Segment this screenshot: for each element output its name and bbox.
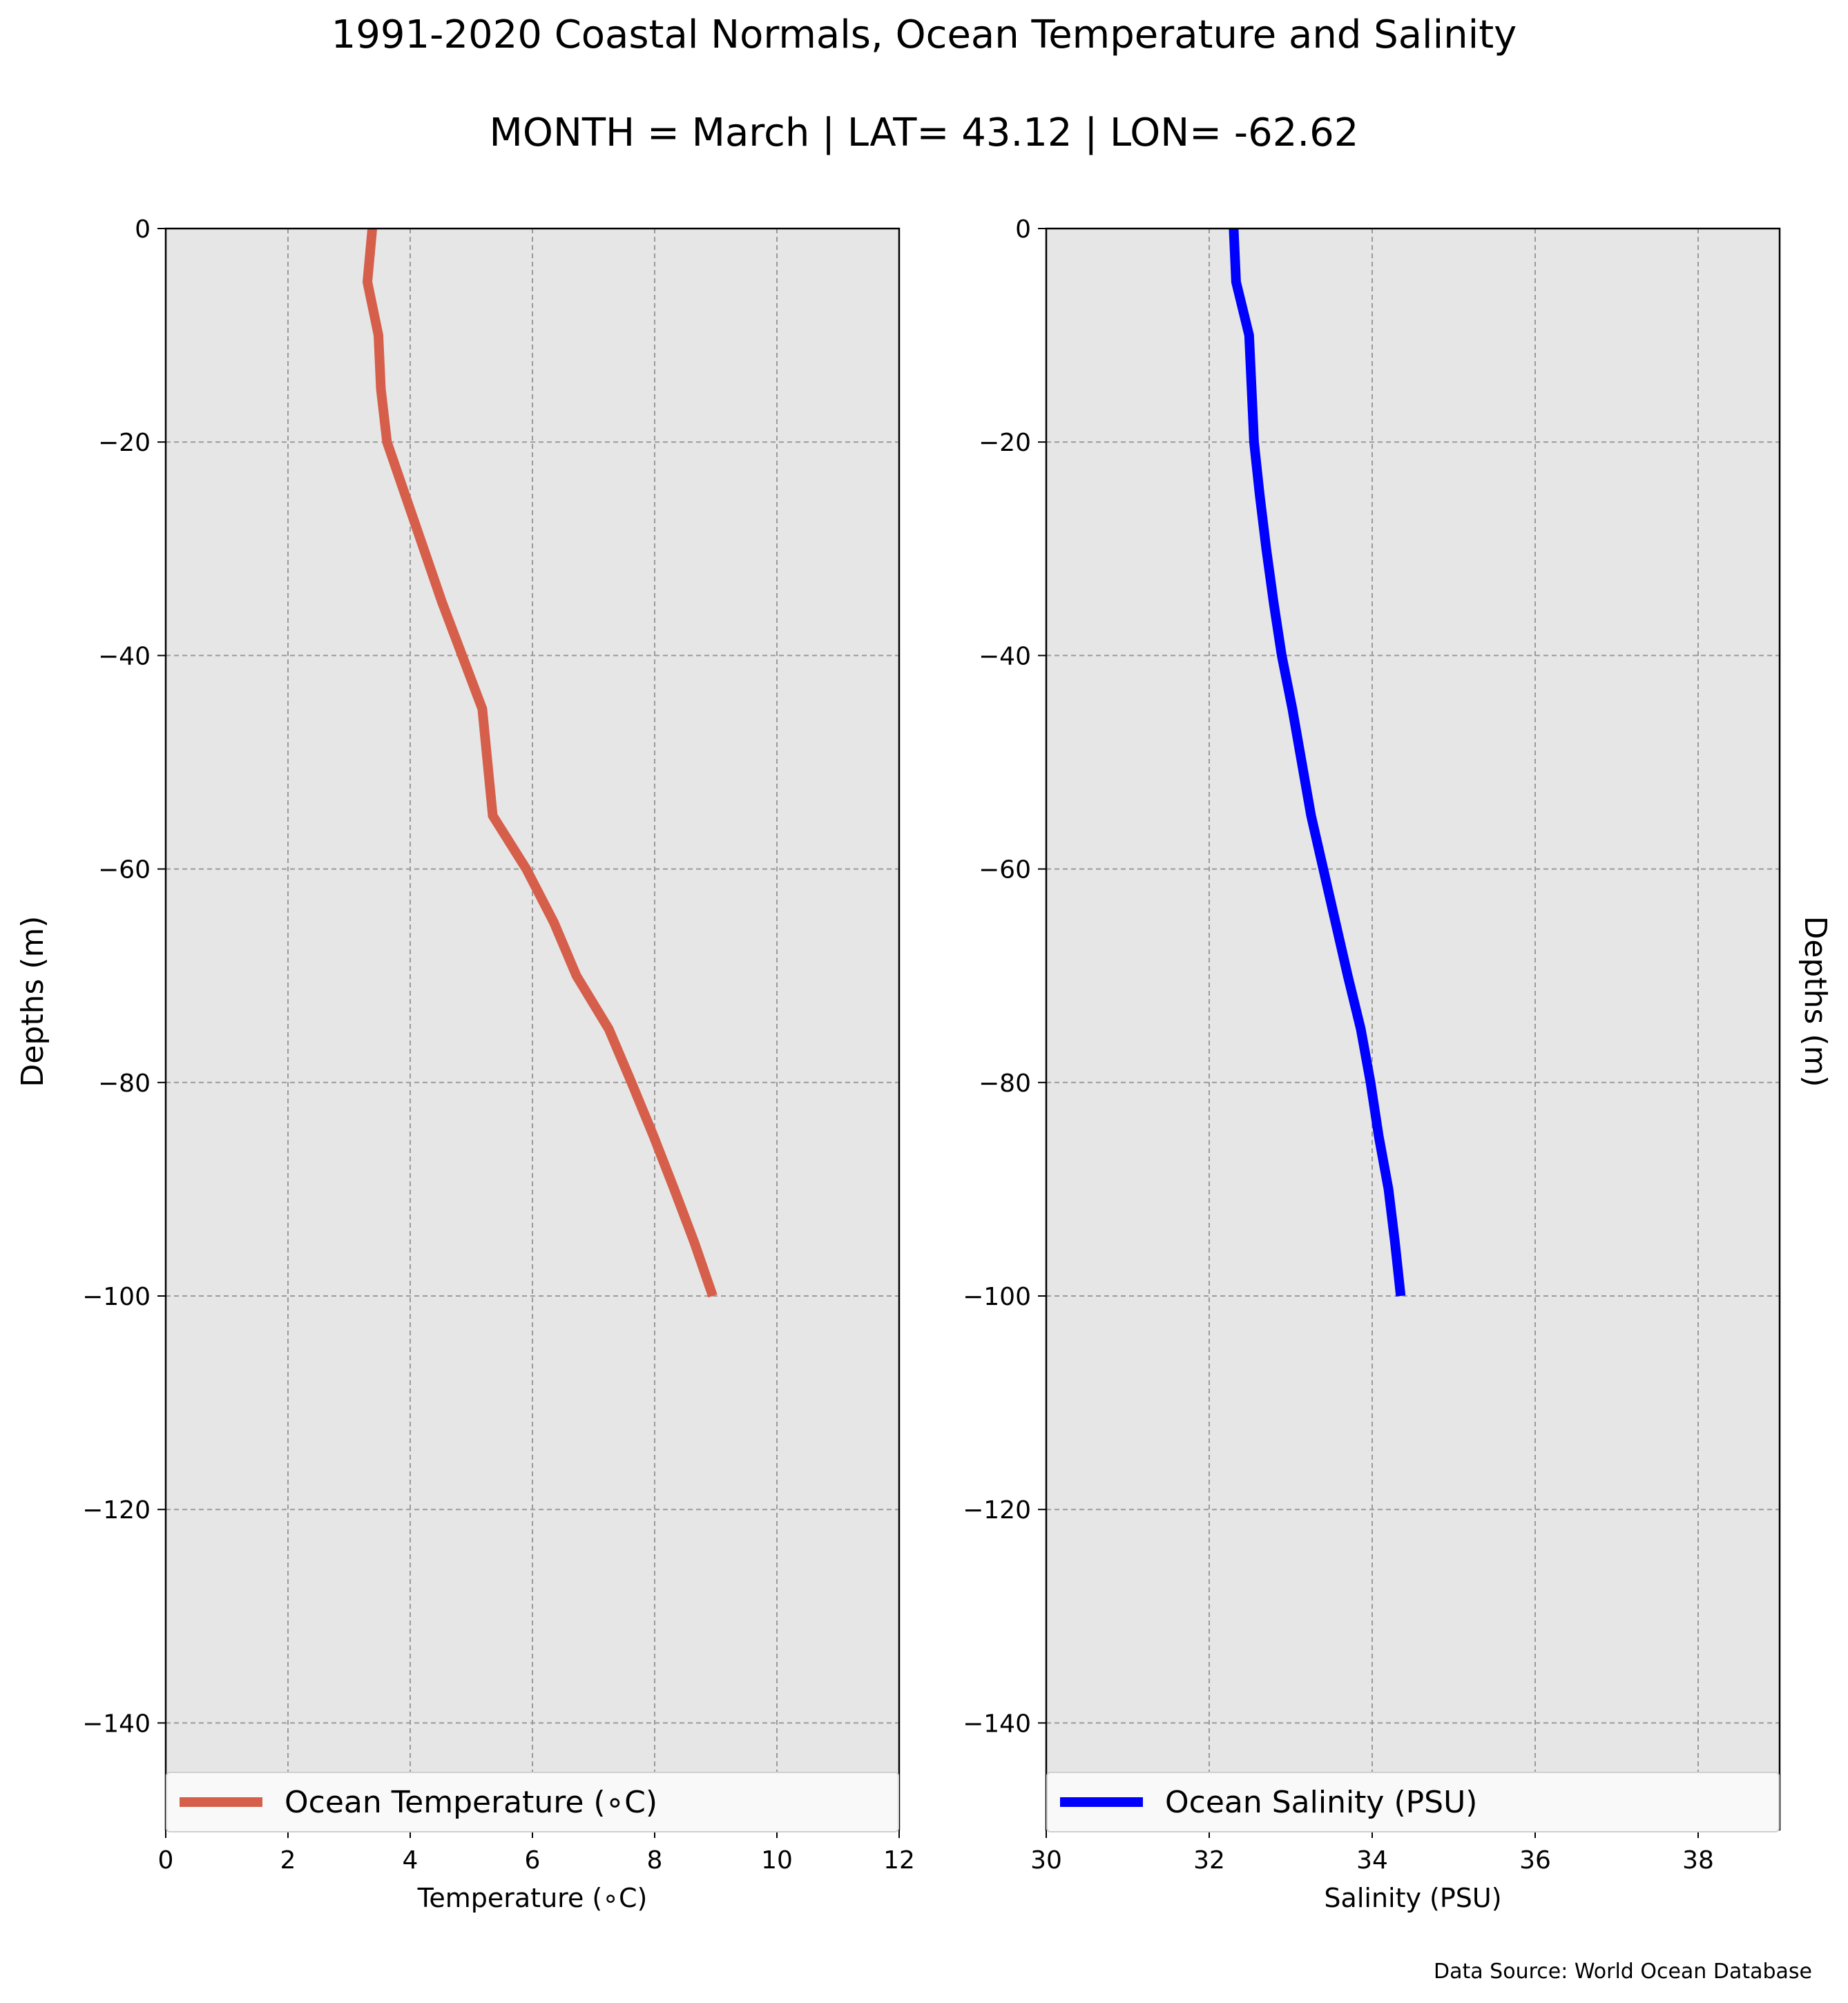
salinity-x-tick-label: 32 (1193, 1846, 1225, 1875)
salinity-y-axis-label: Depths (m) (1798, 916, 1833, 1087)
salinity-x-tick-label: 34 (1356, 1846, 1388, 1875)
salinity-panel: 30 32 34 36 38 0 −20 −40 −60 −80 −100 −120 −140 Salin… (963, 215, 1833, 1913)
salinity-x-tick-label: 30 (1030, 1846, 1062, 1875)
salinity-y-tick-label: −20 (979, 429, 1031, 457)
salinity-y-tick-label: −120 (963, 1496, 1031, 1525)
temperature-y-tick-label: −80 (98, 1070, 151, 1098)
salinity-y-tick-label: 0 (1015, 215, 1031, 244)
chart-subtitle: MONTH = March | LAT= 43.12 | LON= -62.62 (489, 110, 1359, 155)
temperature-x-tick-label: 10 (761, 1846, 793, 1875)
salinity-legend-label: Ocean Salinity (PSU) (1165, 1784, 1478, 1820)
temperature-y-tick-label: −100 (82, 1283, 151, 1311)
temperature-y-tick-label: −140 (82, 1710, 151, 1738)
temperature-y-tick-label: −20 (98, 429, 151, 457)
temperature-x-tick-label: 4 (403, 1846, 418, 1875)
salinity-y-tick-label: −60 (979, 856, 1031, 884)
temperature-legend-label: Ocean Temperature (∘C) (285, 1784, 658, 1820)
temperature-x-axis-label: Temperature (∘C) (417, 1883, 648, 1913)
temperature-y-tick-label: −60 (98, 856, 151, 884)
salinity-x-tick-label: 38 (1682, 1846, 1714, 1875)
temperature-x-tick-label: 12 (883, 1846, 915, 1875)
temperature-series-line (362, 228, 718, 1298)
temperature-legend: Ocean Temperature (∘C) (166, 1772, 899, 1832)
salinity-x-axis-label: Salinity (PSU) (1324, 1883, 1501, 1913)
data-source-note: Data Source: World Ocean Database (1434, 1960, 1812, 1984)
temperature-y-tick-label: −40 (98, 642, 151, 670)
salinity-legend-swatch (1060, 1797, 1143, 1807)
salinity-y-tick-label: −80 (979, 1070, 1031, 1098)
salinity-x-tick-label: 36 (1519, 1846, 1551, 1875)
temperature-x-tick-label: 6 (525, 1846, 541, 1875)
temperature-x-tick-label: 0 (158, 1846, 174, 1875)
chart-title: 1991-2020 Coastal Normals, Ocean Tempera… (331, 12, 1517, 57)
temperature-legend-swatch (180, 1797, 262, 1807)
salinity-y-tick-label: −40 (979, 642, 1031, 670)
salinity-plot-area (1046, 229, 1780, 1830)
temperature-y-tick-label: −120 (82, 1496, 151, 1525)
salinity-y-tick-label: −140 (963, 1710, 1031, 1738)
temperature-y-axis-label: Depths (m) (15, 916, 50, 1087)
temperature-panel: 0 2 4 6 8 10 12 0 −20 −40 −60 −80 −100 −120 −140 Temper… (15, 215, 915, 1913)
temperature-y-tick-label: 0 (135, 215, 151, 244)
salinity-series-line (1229, 228, 1406, 1297)
temperature-x-tick-label: 2 (280, 1846, 296, 1875)
salinity-y-tick-label: −100 (963, 1283, 1031, 1311)
temperature-x-tick-label: 8 (647, 1846, 663, 1875)
salinity-legend: Ocean Salinity (PSU) (1046, 1772, 1780, 1832)
